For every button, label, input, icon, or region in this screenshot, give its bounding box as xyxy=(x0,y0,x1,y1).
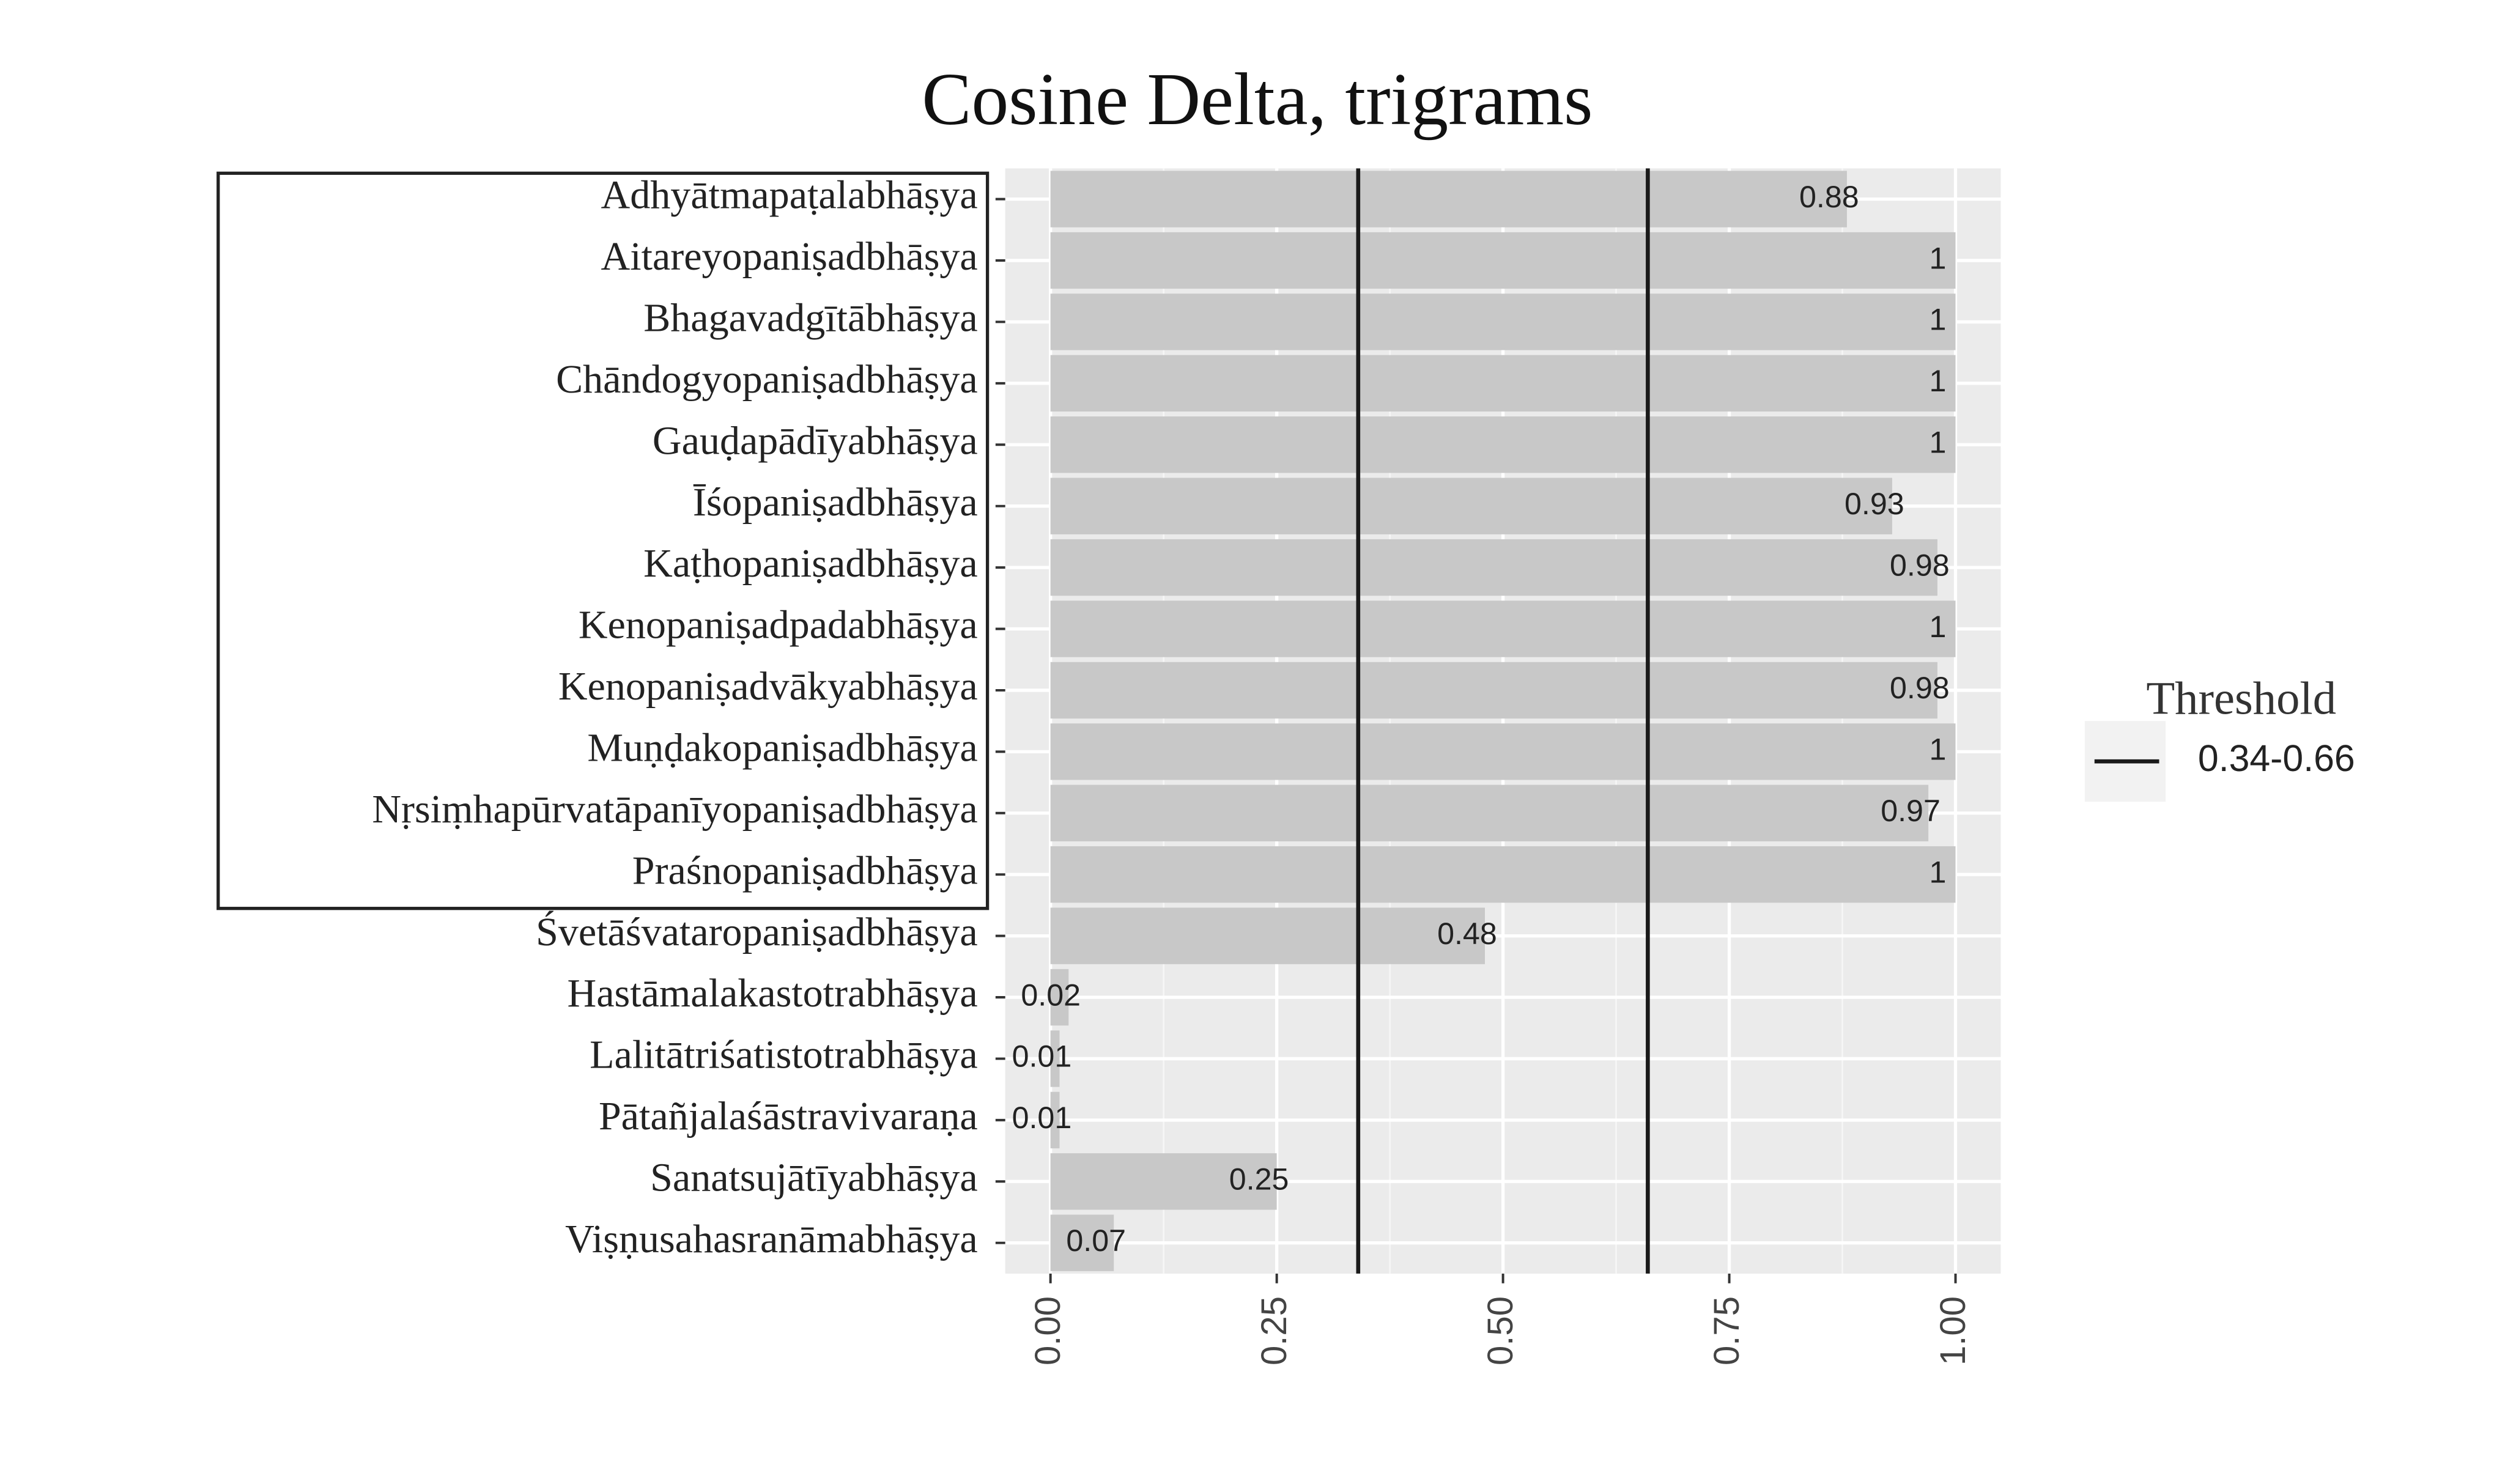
bar xyxy=(1050,723,1956,780)
bar xyxy=(1050,171,1847,227)
y-tick-label: Kenopaniṣadpadabhāṣya xyxy=(579,603,978,648)
y-tick-label: Chāndogyopaniṣadbhāṣya xyxy=(556,357,978,402)
bar xyxy=(1050,784,1929,841)
y-tick-label: Adhyātmapaṭalabhāṣya xyxy=(601,173,978,218)
bar xyxy=(1050,232,1956,289)
y-tick-label: Lalitātriśatistotrabhāṣya xyxy=(590,1033,978,1077)
data-label: 0.48 xyxy=(1437,917,1497,951)
data-label: 1 xyxy=(1929,610,1946,644)
data-label: 0.07 xyxy=(1066,1224,1126,1258)
y-tick-label: Bhagavadgītābhāṣya xyxy=(643,296,978,341)
bar xyxy=(1050,846,1956,903)
y-tick-label: Gauḍapādīyabhāṣya xyxy=(653,418,978,463)
y-tick-label: Praśnopaniṣadbhāṣya xyxy=(632,848,978,893)
x-tick-label: 1.00 xyxy=(1933,1296,1973,1365)
data-label: 1 xyxy=(1929,241,1946,275)
bar xyxy=(1050,907,1486,964)
x-tick-label: 0.75 xyxy=(1707,1296,1747,1365)
y-tick-label: Viṣṇusahasranāmabhāṣya xyxy=(565,1217,978,1261)
bar xyxy=(1050,1030,1060,1087)
bar xyxy=(1050,1214,1114,1271)
data-label: 1 xyxy=(1929,426,1946,460)
bar xyxy=(1050,1153,1277,1210)
data-label: 0.01 xyxy=(1012,1039,1072,1074)
y-tick-label: Sanatsujātīyabhāṣya xyxy=(650,1155,978,1200)
data-label: 0.02 xyxy=(1021,978,1081,1012)
y-tick-label: Pātañjalaśāstravivaraṇa xyxy=(599,1094,978,1139)
bar xyxy=(1050,969,1069,1026)
bar xyxy=(1050,662,1937,719)
data-label: 0.97 xyxy=(1881,794,1941,828)
y-tick-label: Īśopaniṣadbhāṣya xyxy=(693,480,978,525)
data-label: 0.25 xyxy=(1229,1162,1289,1197)
legend-title: Threshold xyxy=(2146,673,2336,725)
bar xyxy=(1050,355,1956,412)
data-label: 0.01 xyxy=(1012,1101,1072,1135)
bar xyxy=(1050,478,1892,534)
y-tick-label: Kenopaniṣadvākyabhāṣya xyxy=(558,664,978,709)
x-tick-label: 0.50 xyxy=(1481,1296,1520,1365)
data-label: 0.93 xyxy=(1845,487,1904,521)
y-tick-label: Nṛsiṃhapūrvatāpanīyopaniṣadbhāṣya xyxy=(372,787,977,832)
bar xyxy=(1050,293,1956,350)
data-label: 1 xyxy=(1929,364,1946,398)
bar xyxy=(1050,1091,1060,1149)
data-label: 0.98 xyxy=(1890,548,1950,582)
bar xyxy=(1050,416,1956,473)
y-tick-label: Kaṭhopaniṣadbhāṣya xyxy=(643,541,978,586)
group-box xyxy=(216,171,990,910)
y-tick-label: Hastāmalakastotrabhāṣya xyxy=(568,971,978,1016)
bar xyxy=(1050,539,1937,596)
data-label: 0.88 xyxy=(1799,180,1859,214)
chart-title: Cosine Delta, trigrams xyxy=(922,59,1593,141)
bar xyxy=(1050,600,1956,657)
x-tick-label: 0.25 xyxy=(1254,1296,1294,1365)
data-label: 0.98 xyxy=(1890,671,1950,705)
y-tick-label: Muṇḍakopaniṣadbhāṣya xyxy=(587,726,977,770)
data-label: 1 xyxy=(1929,733,1946,767)
legend-label: 0.34-0.66 xyxy=(2198,737,2355,779)
data-label: 1 xyxy=(1929,855,1946,889)
data-label: 1 xyxy=(1929,303,1946,337)
y-tick-label: Aitareyopaniṣadbhāṣya xyxy=(601,234,978,279)
y-tick-label: Śvetāśvataropaniṣadbhāṣya xyxy=(536,910,978,954)
x-tick-label: 0.00 xyxy=(1028,1296,1068,1365)
